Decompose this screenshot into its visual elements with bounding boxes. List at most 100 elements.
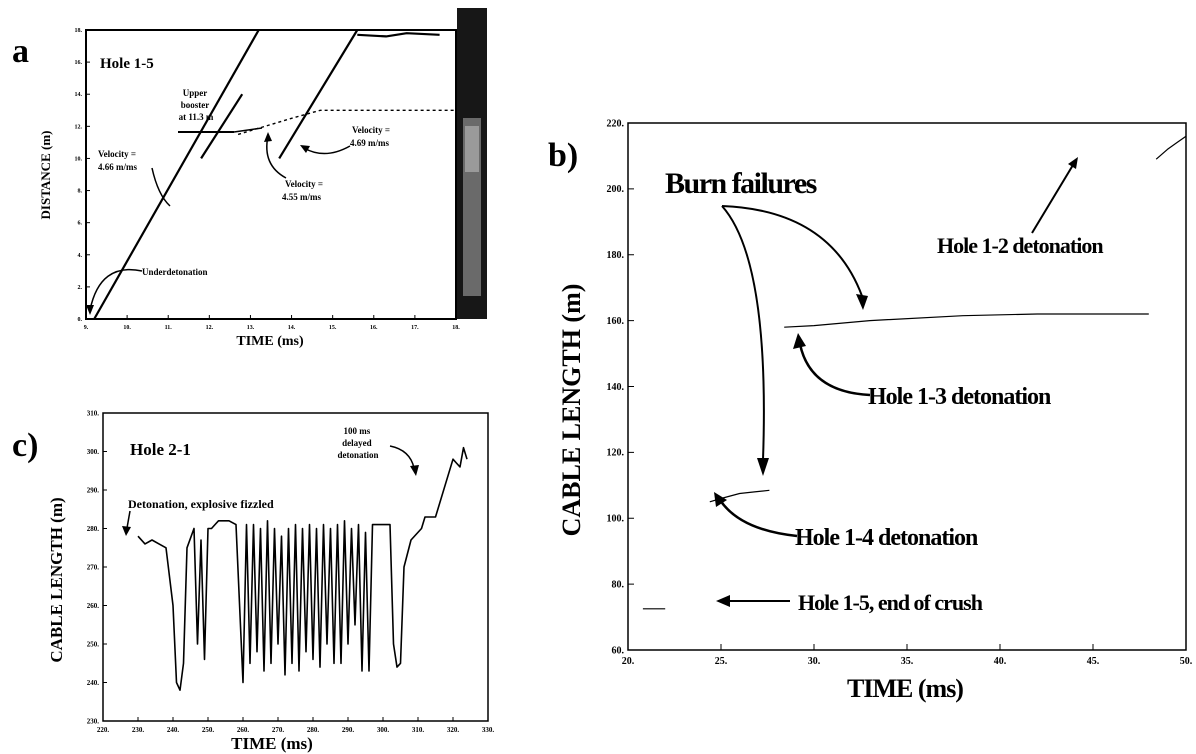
panel-c-y-ticks: 230. 240. 250. 260. 270. 280. 290. 300. 310. xyxy=(87,409,107,725)
panel-b-x-ticks: 20. 25. 30. 35. 40. 45. 50. xyxy=(622,644,1193,667)
panel-a-ylabel: DISTANCE (m) xyxy=(38,131,53,220)
panel-a-annot-underdetonation: Underdetonation xyxy=(142,267,208,277)
panel-b-y-tick-label: 160. xyxy=(607,316,625,327)
panel-b-y-tick-label: 80. xyxy=(612,579,625,590)
panel-c-x-tick-label: 220. xyxy=(97,726,110,734)
panel-a-series-line xyxy=(357,32,440,38)
panel-c-x-tick-label: 300. xyxy=(377,726,390,734)
panel-b-y-tick-label: 120. xyxy=(607,448,625,459)
annot-fizzled-arrowhead xyxy=(122,526,131,536)
panel-a-series-line xyxy=(200,93,244,159)
panel-b-annot-hole-1-3: Hole 1-3 detonation xyxy=(868,384,1051,410)
annot-booster-line-1: Upper xyxy=(183,88,208,98)
annot-burn-leader-1 xyxy=(721,205,863,297)
panel-a: a 9. 10. 11. 12. 13. 14. 15. 16. 17. 18. 0. 2. 4. 6.… xyxy=(12,8,487,349)
panel-c-x-tick-label: 250. xyxy=(202,726,215,734)
panel-c-frame xyxy=(102,412,489,722)
panel-a-annot-velocity-1: Velocity = 4.66 m/ms xyxy=(98,149,138,172)
panel-c-y-tick-label: 240. xyxy=(87,679,100,687)
panel-c-xlabel: TIME (ms) xyxy=(231,734,313,753)
panel-b-annot-hole-1-2: Hole 1-2 detonation xyxy=(937,233,1103,258)
annot-hole-1-3-leader xyxy=(798,343,871,397)
panel-c-y-tick-label: 280. xyxy=(87,525,100,533)
panel-c-x-ticks: 220. 230. 240. 250. 260. 270. 280. 290. 300. 310.… xyxy=(97,717,495,734)
annot-delayed-line-3: detonation xyxy=(337,450,378,460)
panel-a-x-tick-label: 18. xyxy=(452,325,460,331)
panel-a-y-tick-label: 14. xyxy=(75,92,83,98)
panel-a-y-tick-label: 6. xyxy=(78,221,83,227)
panel-a-y-tick-label: 12. xyxy=(75,124,83,130)
panel-a-x-tick-label: 14. xyxy=(288,325,296,331)
annot-velocity-3-line-1: Velocity = xyxy=(352,125,390,135)
panel-c-annot-delayed: 100 ms delayed detonation xyxy=(337,426,378,460)
panel-b-x-tick-label: 30. xyxy=(808,656,821,667)
panel-c-x-tick-label: 260. xyxy=(237,726,250,734)
annot-underdetonation-leader xyxy=(89,268,143,311)
annot-velocity-1-line-2: 4.66 m/ms xyxy=(98,162,137,172)
annot-velocity-3-leader xyxy=(303,145,351,155)
panel-b-y-tick-label: 60. xyxy=(612,645,625,656)
panel-a-y-tick-label: 0. xyxy=(78,317,83,323)
panel-c: c) 220. 230. 240. 250. 260. 270. 280. 290. 300. 3… xyxy=(12,409,494,753)
panel-a-series-line xyxy=(237,109,456,136)
annot-delayed-line-2: delayed xyxy=(342,438,372,448)
panel-b-ylabel: CABLE LENGTH (m) xyxy=(557,284,586,537)
annot-hole-1-3-arrowhead xyxy=(793,333,806,349)
panel-a-x-tick-label: 12. xyxy=(206,325,214,331)
panel-c-y-tick-label: 260. xyxy=(87,602,100,610)
annot-velocity-2-line-2: 4.55 m/ms xyxy=(282,192,321,202)
panel-b-y-tick-label: 220. xyxy=(607,118,625,129)
annot-velocity-1-leader xyxy=(151,167,171,207)
annot-velocity-2-leader xyxy=(266,135,287,179)
panel-b-annot-hole-1-5: Hole 1-5, end of crush xyxy=(798,590,983,615)
panel-b-x-tick-label: 20. xyxy=(622,656,635,667)
panel-a-y-tick-label: 2. xyxy=(78,285,83,291)
panel-c-series-line xyxy=(137,446,468,692)
panel-a-annot-velocity-2: Velocity = 4.55 m/ms xyxy=(282,179,325,202)
annot-underdetonation-arrowhead xyxy=(86,305,94,315)
panel-a-x-tick-label: 10. xyxy=(123,325,131,331)
panel-b-x-tick-label: 25. xyxy=(715,656,728,667)
panel-a-y-tick-label: 4. xyxy=(78,253,83,259)
panel-b: b) 20. 25. 30. 35. 40. 45. 50. 60. 80. 100. 120. 1… xyxy=(548,118,1193,703)
panel-a-y-ticks: 0. 2. 4. 6. 8. 10. 12. 14. 16. 18. xyxy=(75,28,90,323)
panel-a-y-tick-label: 8. xyxy=(78,189,83,195)
panel-b-y-tick-label: 140. xyxy=(607,382,625,393)
annot-hole-1-4-leader xyxy=(718,499,798,538)
panel-a-x-tick-label: 15. xyxy=(329,325,337,331)
panel-c-y-tick-label: 310. xyxy=(87,409,100,417)
panel-a-x-tick-label: 13. xyxy=(247,325,255,331)
annot-delayed-arrowhead xyxy=(410,465,419,476)
annot-velocity-3-arrowhead xyxy=(300,145,310,153)
annot-velocity-3-line-2: 4.69 m/ms xyxy=(350,138,389,148)
panel-c-annot-fizzled: Detonation, explosive fizzled xyxy=(128,497,274,511)
annot-booster-line-2: booster xyxy=(181,100,209,110)
panel-c-y-tick-label: 250. xyxy=(87,640,100,648)
panel-c-x-tick-label: 240. xyxy=(167,726,180,734)
panel-a-frame xyxy=(85,29,457,320)
panel-c-x-tick-label: 290. xyxy=(342,726,355,734)
annot-hole-1-2-arrowhead xyxy=(1068,157,1078,169)
panel-c-x-tick-label: 330. xyxy=(482,726,495,734)
annot-delayed-leader xyxy=(389,445,415,469)
panel-a-x-tick-label: 17. xyxy=(411,325,419,331)
panel-b-xlabel: TIME (ms) xyxy=(847,674,963,703)
panel-c-y-tick-label: 290. xyxy=(87,486,100,494)
panel-b-y-ticks: 60. 80. 100. 120. 140. 160. 180. 200. 220. xyxy=(607,118,634,656)
panel-a-x-tick-label: 9. xyxy=(84,325,89,331)
panel-b-y-tick-label: 200. xyxy=(607,184,625,195)
annot-burn-arrowhead-2 xyxy=(757,458,769,476)
panel-b-annot-hole-1-4: Hole 1-4 detonation xyxy=(795,525,978,551)
panel-c-ylabel: CABLE LENGTH (m) xyxy=(47,497,66,662)
panel-b-label: b) xyxy=(548,137,578,174)
panel-b-y-tick-label: 180. xyxy=(607,250,625,261)
annot-delayed-line-1: 100 ms xyxy=(344,426,371,436)
panel-c-x-tick-label: 270. xyxy=(272,726,285,734)
panel-a-label: a xyxy=(12,33,29,70)
panel-b-series-line xyxy=(1155,135,1187,160)
panel-a-y-tick-label: 18. xyxy=(75,28,83,34)
panel-a-x-tick-label: 11. xyxy=(165,325,173,331)
annot-velocity-2-line-1: Velocity = xyxy=(285,179,323,189)
panel-a-cable-strip-light xyxy=(465,126,479,172)
annot-fizzled-leader xyxy=(126,510,131,529)
